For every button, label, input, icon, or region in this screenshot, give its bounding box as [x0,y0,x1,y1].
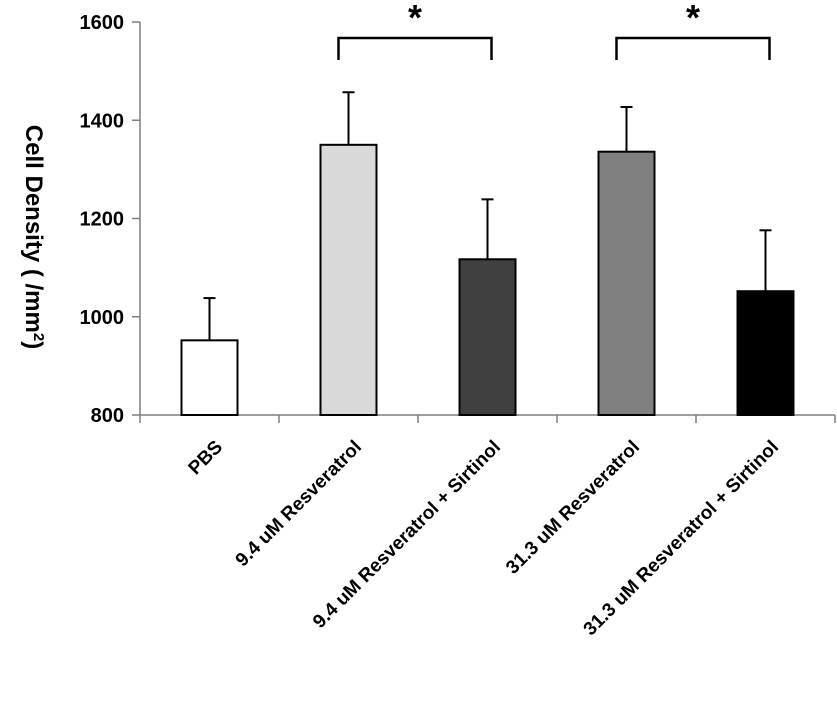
y-tick-label: 1200 [80,209,125,231]
y-tick-label: 1600 [80,12,125,34]
category-label: 9.4 uM Resveratrol [232,437,366,571]
bars [180,143,795,416]
y-axis-label: Cell Density ( /mm2) [20,125,48,349]
error-bars [203,91,772,341]
bar [180,339,239,416]
significance-star: * [408,0,422,38]
x-axis [139,414,836,423]
significance-bracket [337,36,493,60]
category-label: PBS [185,437,227,479]
y-tick-label: 1000 [80,307,125,329]
y-tick-label: 800 [91,405,124,427]
bar [597,150,656,416]
y-axis: 800 1000 1200 1400 1600 [80,12,141,427]
significance-bracket [615,36,771,60]
significance-star: * [686,0,700,38]
significance-brackets: * * [337,0,771,60]
category-label: 31.3 uM Resveratrol [502,437,644,579]
bar [458,258,517,416]
y-tick-label: 1400 [80,110,125,132]
bar [319,143,378,416]
bar [736,290,795,416]
